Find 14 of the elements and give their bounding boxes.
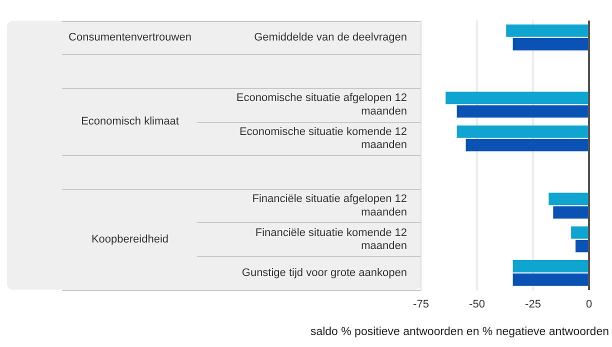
text: Economisch klimaat [81, 116, 179, 128]
x-axis-title: saldo % positieve antwoorden en % negatieve antwoorden [310, 326, 609, 338]
y-tick-label: Gunstige tijd voor grote aankopen [242, 267, 407, 280]
y-tick-label: Financiële situatie komende 12 maanden [255, 226, 407, 252]
text: Consumentenvertrouwen [68, 31, 192, 44]
x-tick-label: -25 [525, 298, 541, 310]
x-tick-label: 0 [586, 298, 592, 310]
y-tick-label: Economische situatie komende 12 maanden [239, 126, 407, 152]
y-tick-label: Financiële situatie afgelopen 12 maanden [252, 193, 407, 218]
x-tick-label: -50 [469, 298, 485, 310]
text: Koopbereidheid [91, 233, 169, 246]
x-tick-label: -75 [413, 298, 429, 310]
y-tick-label: Economische situatie afgelopen 12 maanden [236, 92, 407, 118]
y-tick-label: Gemiddelde van de deelvragen [254, 31, 407, 44]
